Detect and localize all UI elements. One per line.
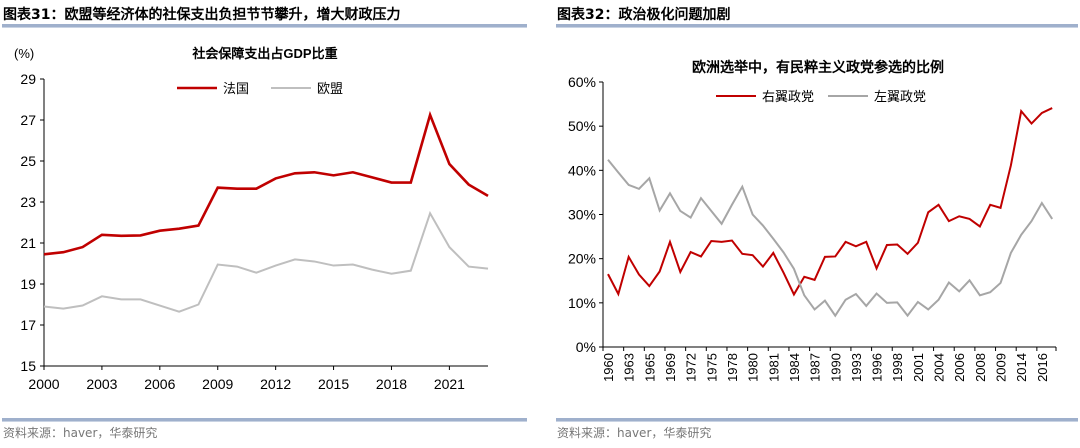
x-tick-label: 2001 [911,353,926,382]
x-tick-label: 2018 [376,376,407,392]
y-tick-label: 40% [568,162,596,178]
chart-title: 欧洲选举中，有民粹主义政党参选的比例 [692,59,944,75]
y-tick-label: 60% [568,74,596,90]
x-tick-label: 2000 [28,376,59,392]
legend-label: 右翼政党 [762,89,814,104]
y-tick-label: 21 [20,235,36,251]
x-tick-label: 1987 [808,353,823,382]
x-tick-label: 1969 [663,353,678,382]
y-tick-label: 15 [20,358,36,374]
legend-label: 左翼政党 [874,89,926,104]
x-tick-label: 2014 [1014,353,1029,382]
header-divider [556,24,1078,28]
legend-label: 法国 [223,81,249,96]
x-tick-label: 1981 [766,353,781,382]
x-tick-label: 1975 [704,353,719,382]
x-tick-label: 1972 [684,353,699,382]
y-axis-unit: (%) [14,46,34,61]
y-tick-label: 30% [568,207,596,223]
x-tick-label: 2006 [144,376,175,392]
series-line-left-wing [607,159,1054,318]
x-tick-label: 1993 [849,353,864,382]
y-tick-label: 20% [568,251,596,267]
chart-title: 社会保障支出占GDP比重 [191,46,337,61]
series-line-right-wing [607,107,1053,297]
y-tick-label: 17 [20,317,36,333]
source-note: 资料来源：haver，华泰研究 [3,426,158,440]
x-tick-label: 1990 [828,353,843,382]
series-line-eu [43,210,489,313]
x-tick-label: 1960 [601,353,616,382]
x-tick-label: 1980 [746,353,761,382]
footer-divider [556,418,1078,422]
y-tick-label: 25 [20,153,36,169]
x-tick-label: 1965 [642,353,657,382]
figure-32-header: 图表32：政治极化问题加剧 [557,7,731,23]
x-tick-label: 1996 [870,353,885,382]
y-tick-label: 29 [20,71,36,87]
x-tick-label: 2021 [434,376,465,392]
y-tick-label: 19 [20,276,36,292]
figure-31-header: 图表31：欧盟等经济体的社保支出负担节节攀升，增大财政压力 [3,7,401,23]
legend-label: 欧盟 [317,81,343,96]
y-tick-label: 27 [20,112,36,128]
x-tick-label: 1978 [725,353,740,382]
source-note: 资料来源：haver，华泰研究 [557,426,712,440]
x-tick-label: 2003 [86,376,117,392]
x-tick-label: 2006 [952,353,967,382]
footer-divider [2,418,527,422]
y-tick-label: 0% [576,339,596,355]
series-line-france [43,110,489,256]
x-tick-label: 2009 [994,353,1009,382]
y-tick-label: 10% [568,295,596,311]
y-tick-label: 23 [20,194,36,210]
x-tick-label: 2009 [202,376,233,392]
header-divider [2,24,527,28]
x-tick-label: 2008 [973,353,988,382]
x-tick-label: 1984 [787,353,802,382]
x-tick-label: 1998 [890,353,905,382]
x-tick-label: 2016 [1035,353,1050,382]
x-tick-label: 2012 [260,376,291,392]
x-tick-label: 2004 [932,353,947,382]
x-tick-label: 1963 [622,353,637,382]
y-tick-label: 50% [568,118,596,134]
x-tick-label: 2015 [318,376,349,392]
